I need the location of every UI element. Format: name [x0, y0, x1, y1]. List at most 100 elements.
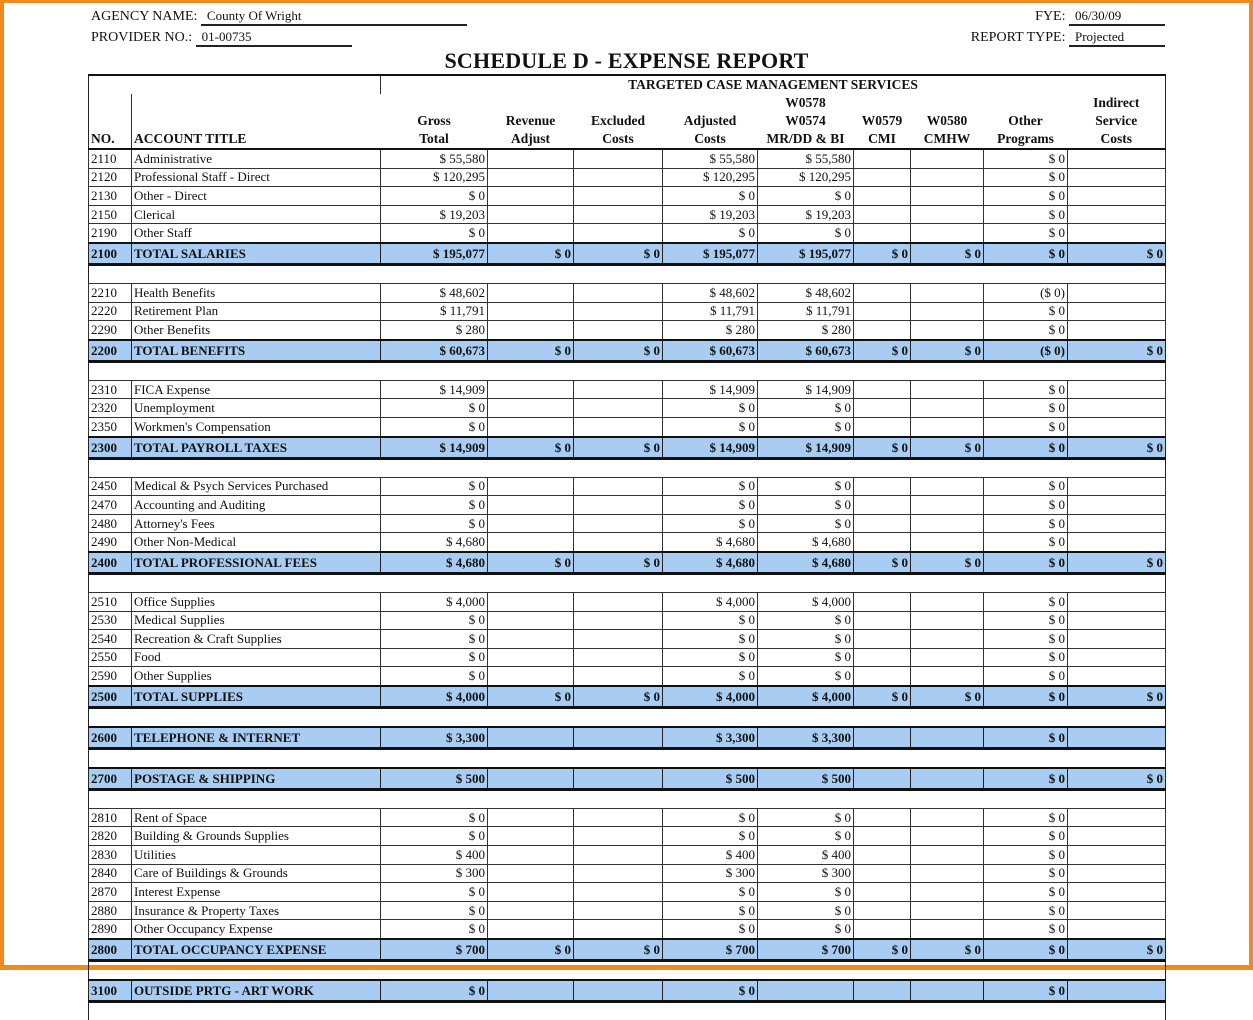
spacer-row [89, 707, 1166, 727]
cell-indirect [1067, 301, 1166, 322]
cell-gross: $ 3,300 [380, 725, 488, 750]
cell-adjusted: $ 0 [662, 979, 758, 1003]
cell-other: $ 0 [983, 223, 1068, 244]
cell-title: Other Staff [131, 223, 381, 244]
cell-adjusted: $ 4,680 [662, 550, 758, 575]
report-type-value: Projected [1069, 29, 1165, 47]
cell-gross: $ 0 [380, 495, 488, 515]
cell-w0580: $ 0 [910, 684, 984, 709]
cell-title: Clerical [131, 204, 381, 225]
cell-w0579 [853, 826, 911, 847]
cell-adjusted: $ 55,580 [662, 148, 758, 169]
spacer-cell [89, 458, 1166, 477]
cell-w0580 [910, 826, 984, 847]
cell-adjusted: $ 195,077 [662, 241, 758, 266]
cell-indirect [1067, 610, 1166, 631]
cell-excluded: $ 0 [573, 550, 663, 575]
table-row: 2110 Administrative $ 55,580 $ 55,580 $ 55,5… [88, 148, 1166, 169]
column-header-w0580: W0580 CMHW [910, 94, 984, 150]
cell-indirect: $ 0 [1067, 938, 1166, 962]
column-header-gross: Gross Total [380, 94, 488, 150]
cell-revenue [487, 807, 574, 828]
cell-w0579: $ 0 [853, 338, 911, 363]
cell-excluded [573, 416, 663, 438]
cell-no: 2820 [88, 826, 132, 847]
cell-excluded [573, 282, 663, 303]
cell-title: Building & Grounds Supplies [131, 826, 381, 847]
cell-w0574: $ 0 [757, 882, 854, 902]
cell-indirect [1067, 863, 1166, 884]
cell-adjusted: $ 0 [662, 629, 758, 649]
cell-w0579: $ 0 [853, 435, 911, 460]
cell-no: 2700 [88, 766, 132, 791]
cell-no: 2880 [88, 900, 132, 921]
cell-revenue [487, 591, 574, 612]
cell-excluded: $ 0 [573, 684, 663, 709]
cell-excluded [573, 647, 663, 668]
cell-other: $ 0 [983, 301, 1068, 322]
cell-indirect [1067, 979, 1166, 1003]
cell-w0580 [910, 379, 984, 400]
cell-w0579 [853, 629, 911, 649]
cell-w0579 [853, 666, 911, 687]
cell-title: Care of Buildings & Grounds [131, 863, 381, 884]
table-row: 2820 Building & Grounds Supplies $ 0 $ 0 $ 0… [88, 826, 1166, 847]
cell-no: 2870 [88, 882, 132, 902]
cell-other: $ 0 [983, 320, 1068, 341]
cell-w0580 [910, 863, 984, 884]
cell-other: ($ 0) [983, 338, 1068, 363]
cell-gross: $ 4,000 [380, 591, 488, 612]
cell-w0574: $ 0 [757, 666, 854, 687]
cell-no: 2510 [88, 591, 132, 612]
cell-w0579 [853, 900, 911, 921]
total-row: 3100 OUTSIDE PRTG - ART WORK $ 0 $ 0 $ 0 [88, 979, 1166, 1003]
spacer-row [89, 361, 1166, 380]
cell-indirect [1067, 513, 1166, 534]
cell-other: $ 0 [983, 379, 1068, 400]
cell-gross: $ 14,909 [380, 435, 488, 460]
cell-excluded [573, 919, 663, 940]
cell-other: $ 0 [983, 435, 1068, 460]
cell-w0574: $ 700 [757, 938, 854, 962]
cell-no: 2320 [88, 398, 132, 418]
table-row: 2840 Care of Buildings & Grounds $ 300 $ 30… [88, 863, 1166, 884]
column-header-label: Costs [602, 131, 634, 146]
cell-revenue [487, 416, 574, 438]
cell-indirect [1067, 532, 1166, 553]
cell-w0574: $ 14,909 [757, 435, 854, 460]
table-row: 2310 FICA Expense $ 14,909 $ 14,909 $ 14,909… [88, 379, 1166, 400]
table-row: 2290 Other Benefits $ 280 $ 280 $ 280 $ 0 [88, 320, 1166, 341]
column-header-label: CMHW [923, 131, 971, 146]
cell-revenue [487, 223, 574, 244]
cell-title: TOTAL PAYROLL TAXES [131, 435, 381, 460]
cell-adjusted: $ 0 [662, 416, 758, 438]
cell-excluded: $ 0 [573, 938, 663, 962]
cell-excluded [573, 666, 663, 687]
cell-adjusted: $ 0 [662, 186, 758, 206]
cell-no: 2480 [88, 513, 132, 534]
cell-adjusted: $ 60,673 [662, 338, 758, 363]
cell-title: TOTAL SALARIES [131, 241, 381, 266]
cell-no: 2530 [88, 610, 132, 631]
cell-excluded [573, 629, 663, 649]
cell-no: 2490 [88, 532, 132, 553]
cell-indirect [1067, 725, 1166, 750]
cell-w0580 [910, 148, 984, 169]
cell-title: Other Non-Medical [131, 532, 381, 553]
cell-indirect: $ 0 [1067, 550, 1166, 575]
table-row: 2880 Insurance & Property Taxes $ 0 $ 0 $ 0 $… [88, 900, 1166, 921]
cell-revenue [487, 167, 574, 188]
cell-revenue [487, 282, 574, 303]
spacer-row [89, 789, 1166, 808]
table-row: 2530 Medical Supplies $ 0 $ 0 $ 0 $ 0 [88, 610, 1166, 631]
cell-title: POSTAGE & SHIPPING [131, 766, 381, 791]
cell-other: $ 0 [983, 148, 1068, 169]
spacer-row [89, 961, 1166, 981]
total-row: 2100 TOTAL SALARIES $ 195,077 $ 0 $ 0 $ 195,0… [88, 241, 1166, 266]
cell-title: Administrative [131, 148, 381, 169]
cell-excluded [573, 167, 663, 188]
cell-revenue [487, 148, 574, 169]
cell-no: 2130 [88, 186, 132, 206]
cell-other: $ 0 [983, 807, 1068, 828]
cell-other: $ 0 [983, 241, 1068, 266]
